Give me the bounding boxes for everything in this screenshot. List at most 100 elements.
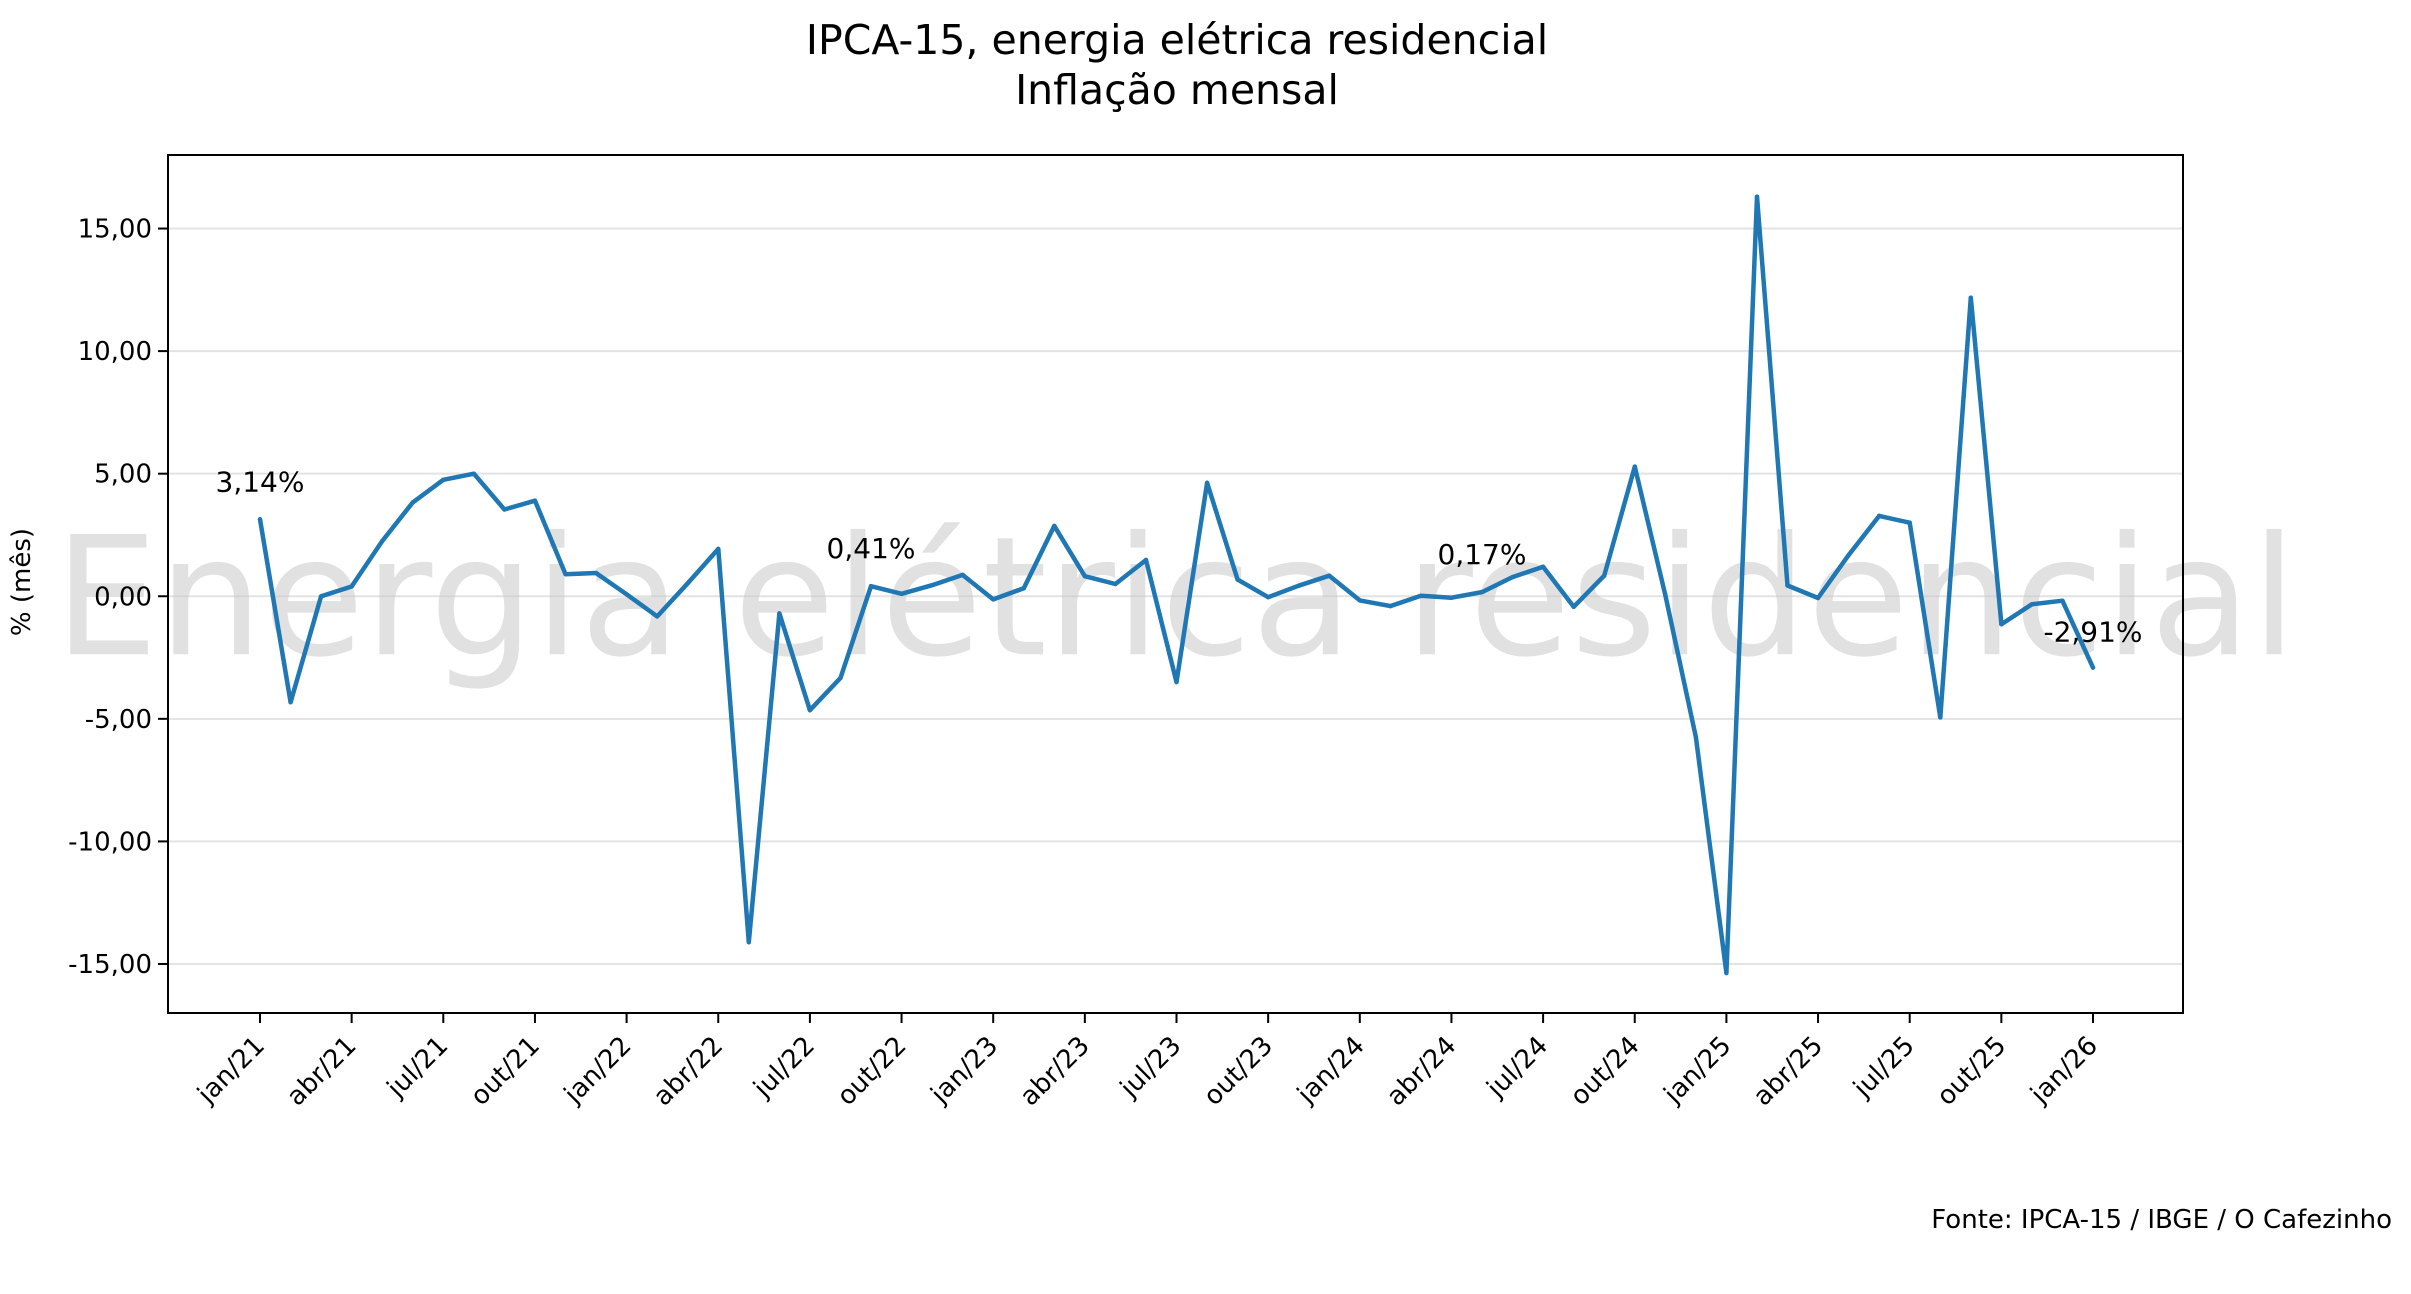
data-point xyxy=(1143,557,1149,563)
data-point xyxy=(1968,295,1974,300)
data-point xyxy=(471,471,477,476)
data-label: -2,91% xyxy=(2043,616,2142,649)
x-tick-label: jul/24 xyxy=(1481,1031,1554,1104)
data-point xyxy=(777,611,782,616)
data-label: 3,14% xyxy=(216,465,305,498)
gridlines xyxy=(168,227,2183,965)
data-point xyxy=(960,572,965,578)
x-tick-label: abr/21 xyxy=(281,1031,362,1112)
data-point xyxy=(532,498,538,503)
data-point xyxy=(1724,970,1729,976)
data-point xyxy=(1204,480,1210,485)
x-tick-label: jan/24 xyxy=(1291,1031,1371,1111)
data-point xyxy=(1296,583,1301,588)
data-point xyxy=(1235,577,1240,582)
data-point xyxy=(1663,592,1668,598)
data-points xyxy=(257,194,2096,976)
data-point xyxy=(257,517,263,522)
data-point xyxy=(410,500,415,505)
data-point xyxy=(1632,464,1637,469)
x-tick-label: jan/26 xyxy=(2024,1031,2104,1111)
data-point xyxy=(1021,585,1026,591)
x-tick-label: jan/25 xyxy=(1658,1031,1738,1111)
y-axis: -15,00 -10,00 -5,00 0,00 5,00 10,00 15,00 xyxy=(68,215,168,980)
data-point xyxy=(1479,589,1485,595)
data-point xyxy=(746,939,751,945)
data-point xyxy=(1815,595,1821,601)
data-point xyxy=(1113,581,1118,587)
data-point xyxy=(1540,564,1546,570)
y-tick-label: -15,00 xyxy=(68,950,152,980)
y-tick-label: 15,00 xyxy=(78,215,152,245)
x-tick-label: jul/21 xyxy=(381,1031,454,1104)
x-tick-label: abr/23 xyxy=(1014,1031,1095,1112)
data-point xyxy=(1082,573,1088,579)
data-point xyxy=(868,584,874,589)
data-point xyxy=(380,538,385,544)
data-point xyxy=(1602,573,1607,578)
data-point xyxy=(1449,595,1454,600)
data-point xyxy=(1052,523,1057,529)
data-point xyxy=(349,584,354,589)
data-label: 0,17% xyxy=(1438,538,1527,571)
data-point xyxy=(899,591,904,597)
data-point xyxy=(441,477,446,483)
data-point xyxy=(1388,603,1393,609)
data-point xyxy=(1785,583,1790,588)
data-point xyxy=(929,583,935,588)
x-tick-label: abr/22 xyxy=(648,1031,729,1112)
data-point xyxy=(1327,573,1332,578)
data-point xyxy=(1846,552,1851,558)
x-tick-label: abr/24 xyxy=(1381,1031,1462,1112)
x-tick-label: out/25 xyxy=(1931,1031,2012,1112)
x-tick-label: jan/21 xyxy=(191,1031,271,1111)
data-point xyxy=(2090,665,2096,670)
x-tick-label: out/24 xyxy=(1565,1031,1646,1112)
data-point xyxy=(1174,679,1179,685)
data-point xyxy=(288,699,293,705)
y-tick-label: 0,00 xyxy=(94,582,152,612)
data-point xyxy=(1418,593,1424,598)
data-point xyxy=(1999,622,2004,627)
data-point xyxy=(1907,520,1912,525)
x-tick-label: jan/22 xyxy=(558,1031,638,1111)
source-note: Fonte: IPCA-15 / IBGE / O Cafezinho xyxy=(1931,1205,2392,1235)
data-point xyxy=(1357,598,1363,603)
x-tick-label: jan/23 xyxy=(925,1031,1005,1111)
y-tick-label: -10,00 xyxy=(68,827,152,857)
data-point xyxy=(838,675,843,681)
data-point xyxy=(1510,574,1515,580)
x-tick-label: jul/23 xyxy=(1114,1031,1187,1104)
data-point xyxy=(593,570,599,576)
plot-frame xyxy=(167,154,2184,1014)
x-tick-label: jul/22 xyxy=(747,1031,820,1104)
x-tick-label: out/23 xyxy=(1198,1031,1279,1112)
data-point xyxy=(2029,602,2035,607)
y-axis-label: % (mês) xyxy=(7,528,37,636)
y-tick-label: -5,00 xyxy=(85,705,152,735)
data-point xyxy=(1938,715,1943,720)
data-point xyxy=(807,708,813,713)
x-tick-label: jul/25 xyxy=(1847,1031,1920,1104)
data-point xyxy=(563,571,568,577)
data-point xyxy=(1693,735,1699,740)
data-point xyxy=(502,507,507,512)
x-tick-label: abr/25 xyxy=(1748,1031,1829,1112)
data-point xyxy=(318,594,324,599)
x-tick-label: out/21 xyxy=(465,1031,546,1112)
x-axis: jan/21 abr/21 jul/21 out/21 jan/22 abr/22 jul/… xyxy=(191,1013,2104,1112)
data-label: 0,41% xyxy=(827,532,916,565)
data-point xyxy=(685,581,690,586)
data-point xyxy=(1754,194,1760,199)
data-point xyxy=(654,614,660,619)
data-point xyxy=(716,546,721,552)
data-point xyxy=(2060,598,2065,603)
data-point xyxy=(1876,513,1882,519)
chart-subtitle: Inflação mensal xyxy=(1015,66,1339,114)
y-tick-label: 5,00 xyxy=(94,460,152,490)
chart-title: IPCA-15, energia elétrica residencial xyxy=(806,16,1548,64)
y-tick-label: 10,00 xyxy=(78,337,152,367)
data-point xyxy=(624,592,629,597)
data-point xyxy=(1571,604,1576,609)
